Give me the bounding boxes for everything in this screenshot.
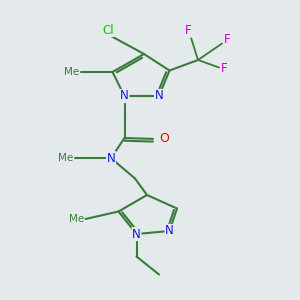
Text: Me: Me [64, 67, 80, 77]
Text: Cl: Cl [102, 23, 114, 37]
Text: F: F [224, 33, 231, 46]
Text: Me: Me [58, 153, 74, 163]
Text: Me: Me [69, 214, 84, 224]
Text: F: F [185, 24, 191, 37]
Text: O: O [159, 132, 169, 145]
Text: N: N [106, 152, 116, 165]
Text: F: F [221, 62, 228, 76]
Text: N: N [154, 89, 164, 103]
Text: N: N [120, 89, 129, 103]
Text: N: N [165, 224, 174, 238]
Text: N: N [132, 227, 141, 241]
